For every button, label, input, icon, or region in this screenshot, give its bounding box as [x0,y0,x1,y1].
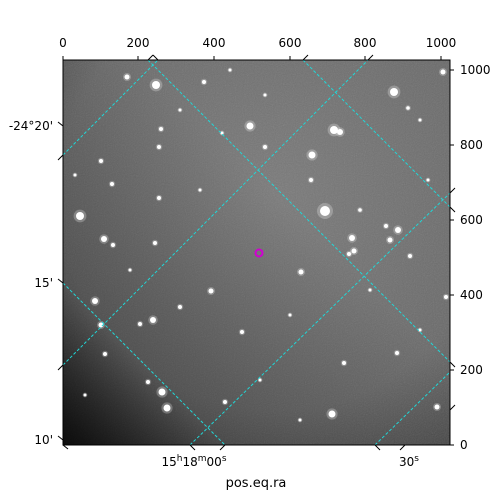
star [444,295,448,299]
star [347,252,351,256]
left-axis [57,121,69,450]
right-tick-label: 800 [460,138,483,152]
right-tick-label: 1000 [460,63,491,77]
star [124,74,130,80]
star [150,317,156,323]
left-tick-label: 15' [34,276,53,290]
star [153,241,157,245]
star [246,122,254,130]
left-tick-label: -24°20' [9,119,53,133]
right-axis [449,69,456,446]
star [111,243,115,247]
star [258,378,262,382]
star [395,351,399,355]
star [351,248,357,254]
star [240,330,244,334]
right-tick-label: 200 [460,363,483,377]
star [406,106,410,110]
bottom-tick-label-ra-30s: 30s [399,454,419,469]
top-tick-label: 600 [279,36,302,50]
x-axis-title: pos.eq.ra [226,476,287,491]
star [387,237,393,243]
star [157,145,161,149]
star [308,151,316,159]
star [434,404,440,410]
bottom-tick-label-ra-main: 15h18m00s [161,454,226,469]
star [330,126,338,134]
star [395,227,401,233]
star [408,254,412,258]
star [440,69,446,75]
star [178,305,182,309]
star [228,68,232,72]
star [342,361,346,365]
star [178,108,182,112]
star [390,88,398,96]
star [73,173,77,177]
star [288,313,292,317]
target-marker [254,248,264,258]
star-field [72,67,450,423]
star [349,235,355,241]
star [418,118,422,122]
star [163,404,171,412]
star [298,418,302,422]
star [103,352,107,356]
star [298,269,304,275]
right-tick-label: 400 [460,288,483,302]
left-tick-label: 10' [34,433,53,447]
star [138,322,142,326]
star [337,129,343,135]
right-tick-label: 600 [460,213,483,227]
top-tick-label: 200 [127,36,150,50]
star [263,93,267,97]
star [368,288,372,292]
star [384,224,388,228]
star [158,388,166,396]
star [426,178,430,182]
star [101,236,107,242]
star [76,212,84,220]
top-axis-grid-ticks [147,54,374,61]
star [83,393,87,397]
top-tick-label: 400 [203,36,226,50]
star [418,328,422,332]
star [223,400,227,404]
right-tick-label: 0 [460,438,468,452]
bottom-axis [189,444,406,451]
top-tick-label: 1000 [426,36,457,50]
star [309,178,313,182]
star [159,127,163,131]
star [220,131,224,135]
star [328,410,336,418]
plot-frame [62,59,451,446]
star [128,268,132,272]
star [208,288,214,294]
star [92,298,98,304]
top-tick-label: 800 [354,36,377,50]
star [157,196,161,200]
coordinate-grid [63,60,450,445]
star [358,208,362,212]
star [320,206,330,216]
sky-image [63,60,450,445]
star [146,380,150,384]
star [198,188,202,192]
star [263,145,267,149]
star [202,80,206,84]
star [99,159,103,163]
top-axis [62,56,442,60]
top-tick-label: 0 [59,36,67,50]
star [152,81,160,89]
star [110,182,114,186]
